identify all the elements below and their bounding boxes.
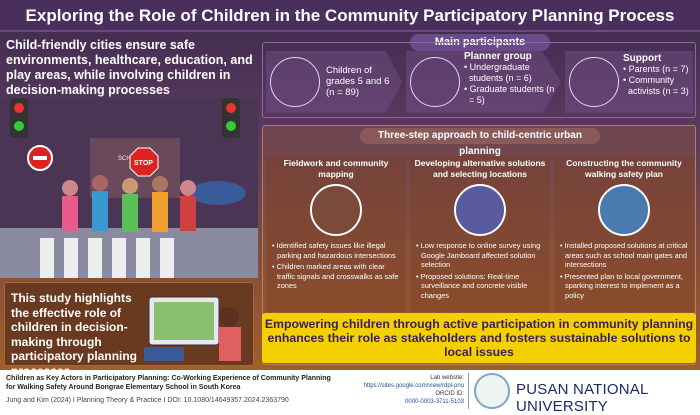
lab-label: Lab website: (430, 375, 464, 381)
step-bullet: • Installed proposed solutions at critic… (560, 241, 688, 269)
infographic: Exploring the Role of Children in the Co… (0, 0, 700, 370)
children-count: (n = 89) (326, 87, 360, 98)
presentation-meeting-icon (598, 184, 650, 236)
lab-url-link[interactable]: https://sites.google.com/view/rdpl-pnu (363, 383, 464, 389)
step-title: Developing alternative solutions and sel… (414, 158, 546, 179)
support-item: Parents (n = 7) (628, 64, 689, 74)
support-item: Community activists (n = 3) (628, 75, 689, 96)
highlight-text: This study highlights the effective role… (11, 291, 138, 378)
footer: Children as Key Actors in Participatory … (0, 370, 700, 415)
intro-text: Child-friendly cities ensure safe enviro… (6, 38, 253, 97)
step-plan: Constructing the community walking safet… (554, 156, 694, 312)
support-title: Support (623, 53, 662, 64)
crosswalk (40, 238, 174, 278)
car-icon (190, 181, 246, 205)
participant-card-children: Children of grades 5 and 6 (n = 89) (266, 51, 402, 113)
planner-group-icon (410, 57, 460, 107)
university-name: PUSAN NATIONAL UNIVERSITY (516, 381, 648, 415)
step-bullet: • Presented plan to local government, sp… (560, 271, 683, 300)
stop-sign-text: STOP (134, 160, 153, 167)
street-scene-illustration: SCHOOL STOP (0, 98, 258, 278)
stop-sign-icon (129, 147, 159, 177)
highlight-box: This study highlights the effective role… (4, 282, 254, 378)
citation: Jung and Kim (2024) I Planning Theory & … (6, 397, 289, 404)
orcid-label: ORCID ID: (435, 391, 464, 397)
girl-with-tablet-illustration (144, 296, 241, 361)
planner-item: Graduate students (n = 5) (469, 84, 555, 105)
university-seal-logo (474, 373, 510, 409)
orcid-id: 0000-0003-3711-5103 (405, 399, 464, 405)
divider (468, 373, 469, 409)
step-bullet: • Identified safety issues like illegal … (272, 241, 396, 260)
participant-card-support: Support • Parents (n = 7) • Community ac… (565, 51, 693, 113)
children-line: Children of (326, 65, 372, 76)
participant-card-planners: Planner group • Undergraduate students (… (406, 51, 561, 113)
step-title: Constructing the community walking safet… (566, 158, 682, 179)
page-title: Exploring the Role of Children in the Co… (0, 0, 700, 32)
conclusion-box: Empowering children through active parti… (262, 313, 696, 363)
step-solutions: Developing alternative solutions and sel… (410, 156, 550, 312)
surveillance-camera-checklist-icon (454, 184, 506, 236)
step-bullet: • Proposed solutions: Real-time surveill… (416, 271, 528, 300)
step-fieldwork: Fieldwork and community mapping • Identi… (266, 156, 406, 312)
children-icon (270, 57, 320, 107)
planner-group-title: Planner group (464, 51, 532, 62)
child-with-no-parking-sign-icon (310, 184, 362, 236)
step-bullet: • Low response to online survey using Go… (416, 241, 541, 269)
main-participants-section: Children of grades 5 and 6 (n = 89) Plan… (262, 42, 696, 118)
planner-item: Undergraduate students (n = 6) (469, 62, 532, 83)
paper-title: Children as Key Actors in Participatory … (6, 375, 331, 391)
children-group-illustration (62, 175, 196, 232)
children-line: grades 5 and 6 (326, 76, 390, 87)
support-group-icon (569, 57, 619, 107)
three-step-heading: Three-step approach to child-centric urb… (360, 128, 600, 157)
step-title: Fieldwork and community mapping (283, 158, 389, 179)
step-bullet: • Children marked areas with clear traff… (272, 262, 399, 290)
road (0, 228, 258, 278)
